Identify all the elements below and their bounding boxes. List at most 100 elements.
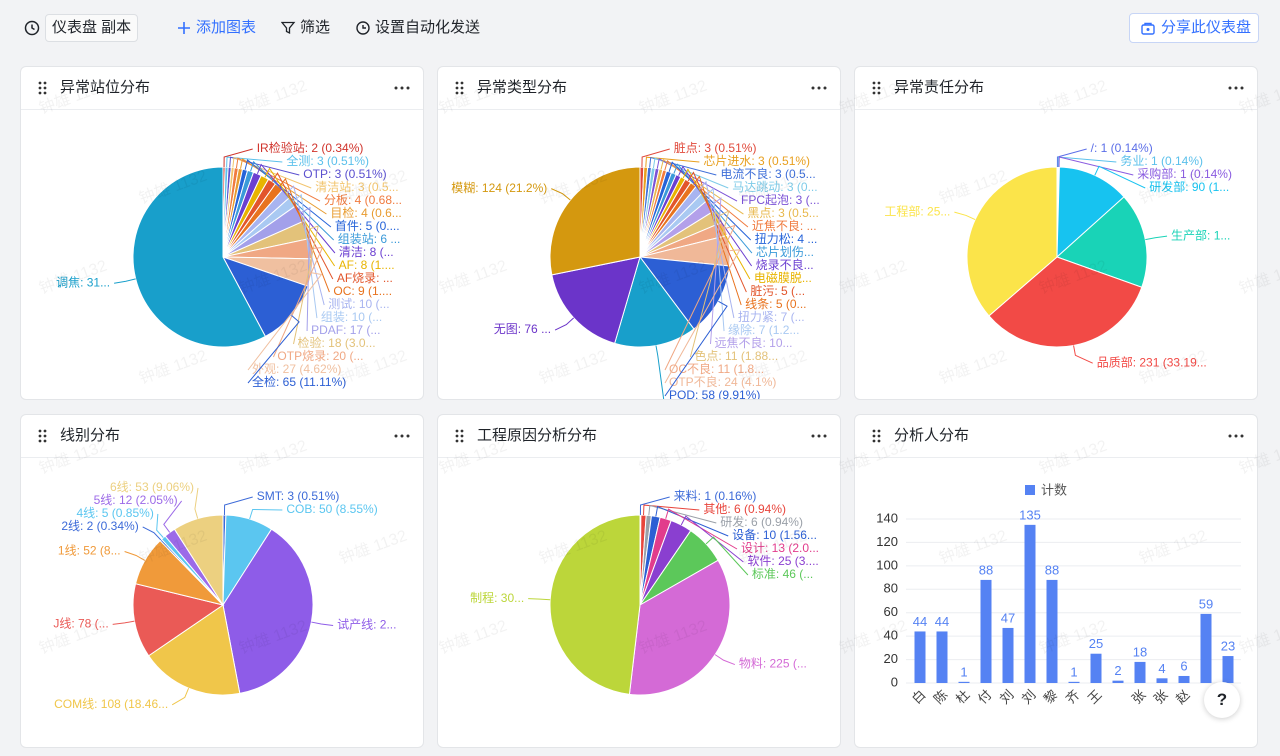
leader-line (1058, 156, 1134, 176)
more-dot (1240, 86, 1244, 90)
panel-header: 异常类型分布 (438, 67, 840, 110)
leader-line (664, 159, 749, 228)
bar-value-label: 18 (1133, 644, 1147, 659)
panel: 0 20 40 60 80 100 120 140 计数 44 44 1 88 47 135 88 1 25 2 18… (854, 414, 1258, 748)
leader-line (256, 163, 336, 254)
leader-line (687, 171, 747, 293)
pie-slice (551, 256, 641, 344)
drag-handle-dot (43, 429, 47, 433)
drag-handle-dot (872, 429, 876, 433)
bar (1090, 653, 1102, 683)
panel: /: 1 (0.14%) 务业: 1 (0.14%) 采购部: 1 (0.14%) 研… (854, 66, 1258, 400)
leader-line (223, 496, 253, 516)
panel-title: 分析人分布 (894, 427, 970, 444)
y-tick-label: 20 (884, 651, 898, 666)
plus-icon[interactable] (177, 21, 191, 35)
chart: /: 1 (0.14%)务业: 1 (0.14%)采购部: 1 (0.14%)研… (884, 141, 1232, 369)
panel: SMT: 3 (0.51%) COB: 50 (8.55%) 试产线: 2... CO… (20, 414, 424, 748)
slice-label: 6线: 53 (9.06%) (110, 480, 194, 494)
drag-handle-dot (43, 439, 47, 443)
pie-slice (147, 604, 241, 696)
panel-header: 工程原因分析分布 (438, 415, 840, 458)
drag-handle-dot (872, 439, 876, 443)
slice-label: 研发部: 90 (1... (1149, 179, 1229, 194)
leader-line (247, 315, 300, 384)
bar (980, 579, 992, 683)
slice-label: 工程部: 25... (884, 203, 950, 218)
filter[interactable]: 筛选 (300, 19, 331, 36)
leader-line (247, 272, 323, 371)
leader-line (163, 500, 183, 533)
slice-label: 5线: 12 (2.05%) (94, 493, 178, 507)
chart: IR检验站: 2 (0.34%)全测: 3 (0.51%)OTP: 3 (0.5… (56, 140, 402, 389)
leader-line (272, 246, 324, 358)
slice-label: 清洁站: 3 (0.5... (315, 180, 398, 194)
header-icons (38, 429, 410, 443)
panel-header: 异常站位分布 (21, 67, 423, 110)
leader-line (142, 526, 162, 541)
chart: 来料: 1 (0.16%)其他: 6 (0.94%)研发: 6 (0.94%)设… (470, 489, 819, 696)
leader-line (665, 508, 738, 550)
x-tick-label: 陈 (931, 687, 951, 707)
slice-label: 脏污: 5 (... (750, 283, 805, 298)
y-tick-label: 140 (876, 510, 898, 525)
slice-label: COB: 50 (8.55%) (286, 502, 377, 516)
add-chart[interactable]: 添加图表 (196, 19, 257, 36)
leader-line (311, 621, 334, 626)
drag-handle-dot (38, 91, 42, 95)
slice-label: 缘除: 7 (1.2... (728, 322, 799, 337)
share-button[interactable]: 分享此仪表盘 (1129, 13, 1259, 43)
history-icon[interactable] (24, 20, 40, 36)
auto-icon[interactable] (355, 20, 371, 36)
bar-value-label: 6 (1180, 658, 1187, 673)
drag-handle-dot (460, 81, 464, 85)
filter-icon[interactable] (281, 21, 296, 35)
drag-handle-dot (455, 91, 459, 95)
leader-line (124, 551, 146, 561)
drag-handle-dot (460, 434, 464, 438)
drag-handle-dot (455, 81, 459, 85)
slice-label: PDAF: 17 (... (311, 323, 380, 337)
pie-slice (966, 166, 1058, 317)
leader-line (652, 157, 729, 189)
slice-label: 电流不良: 3 (0.5... (720, 166, 815, 181)
bar (1200, 613, 1212, 683)
slice-label: 软件: 25 (3.... (747, 554, 818, 568)
slice-label: OC不良: 11 (1.8... (669, 361, 764, 376)
slice-label: IR检验站: 2 (0.34%) (257, 140, 364, 155)
slice-label: 首件: 5 (0.... (335, 219, 400, 233)
bar-value-label: 44 (935, 614, 949, 629)
drag-handle-dot (43, 81, 47, 85)
more-dot (811, 86, 815, 90)
bar (936, 631, 948, 683)
slice-label: 线条: 5 (0... (745, 297, 806, 311)
bar (1112, 680, 1124, 683)
slice-label: 目检: 4 (0.6... (330, 205, 401, 220)
header-icons (872, 429, 1244, 443)
slice-label: 物料: 225 (... (739, 657, 807, 671)
slice-label: 分板: 4 (0.68... (324, 193, 402, 207)
slice-label: 全测: 3 (0.51%) (286, 153, 369, 168)
help-button[interactable]: ? (1204, 682, 1240, 718)
dashboard-name[interactable]: 仪表盘 副本 (45, 14, 139, 42)
auto-send[interactable]: 设置自动化发送 (375, 19, 481, 36)
bar (1002, 627, 1014, 683)
slice-label: AF烧录: ... (337, 271, 393, 285)
header-icons (455, 429, 827, 443)
pie-slice (549, 166, 641, 276)
bar-value-label: 44 (913, 614, 927, 629)
x-tick-label: 白 (909, 687, 929, 707)
slice-label: OC: 9 (1.... (333, 284, 392, 298)
more-dot (823, 86, 827, 90)
x-tick-label: 张 (1151, 687, 1171, 707)
x-tick-label: 刘 (997, 687, 1017, 707)
leader-line (1094, 165, 1146, 189)
bar-value-label: 88 (1045, 562, 1059, 577)
slice-label: 组装: 10 (... (321, 310, 382, 324)
x-tick-label: 刘 (1019, 687, 1039, 707)
share-label: 分享此仪表盘 (1161, 19, 1252, 36)
bar (914, 631, 926, 683)
slice-label: 扭力紧: 7 (... (738, 310, 805, 324)
drag-handle-dot (877, 86, 881, 90)
slice-label: 务业: 1 (0.14%) (1120, 153, 1203, 168)
